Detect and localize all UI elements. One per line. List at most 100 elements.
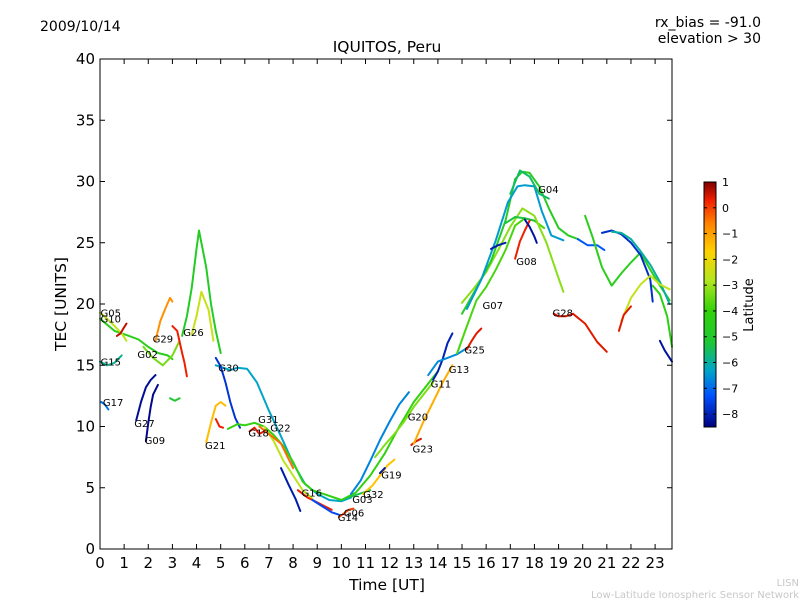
series-line-g28i: [651, 284, 673, 348]
series-line-g09: [144, 383, 159, 443]
x-tick-label: 10: [332, 554, 351, 572]
series-label-g06: G06: [344, 508, 364, 519]
series-line-g17: [100, 401, 110, 411]
series-line-g08c: [523, 218, 538, 244]
x-tick-label: 12: [380, 554, 399, 572]
axis-ticks: 0 1 2 3 4 5 6 7 8 9 10 11 12 13 14 15 16 17 18 19 20 21 22 2305…: [76, 50, 672, 572]
chart-title: IQUITOS, Peru: [333, 38, 442, 56]
series-label-g10: G10: [101, 315, 121, 326]
series-line-g08b: [490, 241, 507, 250]
network-short-label: LISN: [777, 578, 799, 589]
x-tick-label: 6: [240, 554, 250, 572]
series-line-g06: [311, 499, 340, 516]
series-label-layer: G05G10G15G17G02G29G26G27G09G30G21G31G22G…: [101, 185, 573, 524]
series-line-g13: [427, 347, 468, 377]
colorbar: [703, 181, 717, 428]
x-tick-label: 2: [143, 554, 153, 572]
series-line-g10: [99, 317, 174, 361]
colorbar-tick-label: −2: [722, 253, 738, 266]
x-tick-label: 7: [264, 554, 274, 572]
rx-bias-label: rx_bias = -91.0: [655, 15, 761, 31]
series-line-g32: [362, 458, 396, 495]
series-layer: [99, 169, 673, 519]
y-tick-label: 30: [76, 173, 95, 191]
series-line-g28j: [658, 339, 673, 363]
series-label-g05: G05: [101, 309, 121, 320]
y-tick-label: 0: [85, 540, 95, 558]
x-tick-label: 14: [428, 554, 447, 572]
colorbar-tick-label: −8: [722, 408, 738, 421]
series-label-g31: G31: [258, 415, 278, 426]
colorbar-tick-label: −3: [722, 279, 738, 292]
series-label-g13: G13: [449, 365, 469, 376]
series-label-g30: G30: [218, 364, 238, 375]
colorbar-tick-label: −5: [722, 331, 738, 344]
series-line-g22: [263, 425, 314, 500]
series-line-g04d: [509, 169, 550, 200]
series-line-g22b: [258, 425, 295, 470]
date-label: 2009/10/14: [40, 19, 121, 35]
colorbar-tick-label: 1: [722, 176, 729, 189]
y-tick-label: 5: [85, 479, 95, 497]
series-line-g27: [135, 374, 157, 422]
series-line-g08: [514, 219, 531, 260]
series-line-g25: [465, 327, 483, 351]
series-label-g21: G21: [205, 441, 225, 452]
series-label-g29: G29: [153, 334, 173, 345]
series-line-g28h: [617, 305, 632, 332]
series-label-g16: G16: [302, 489, 322, 500]
x-axis-label: Time [UT]: [348, 576, 425, 594]
x-tick-label: 1: [119, 554, 129, 572]
series-label-g32: G32: [363, 490, 383, 501]
x-tick-label: 23: [646, 554, 665, 572]
y-tick-label: 15: [76, 356, 95, 374]
series-label-g15: G15: [101, 358, 121, 369]
series-line-g19: [350, 391, 410, 495]
y-tick-label: 10: [76, 418, 95, 436]
series-line-g18: [248, 426, 266, 435]
colorbar-tick-label: 0: [722, 202, 729, 215]
series-line-g16b: [280, 467, 302, 512]
y-tick-label: 20: [76, 295, 95, 313]
series-label-g11: G11: [431, 380, 451, 391]
series-line-g28e: [601, 229, 654, 303]
series-line-g28: [552, 312, 574, 318]
network-full-label: Low-Latitude Ionospheric Sensor Network: [591, 590, 799, 600]
series-line-g28f: [610, 230, 671, 305]
colorbar-ticks: 1 0 −1 −2 −3 −4 −5 −6 −7 −8: [704, 176, 738, 421]
colorbar-tick-label: −1: [722, 228, 738, 241]
series-line-g04c: [504, 216, 536, 225]
series-line-g04b: [465, 184, 565, 310]
series-line-g04: [461, 170, 579, 315]
series-line-g21: [205, 401, 227, 444]
series-label-g22: G22: [270, 424, 290, 435]
series-line-g07: [456, 217, 546, 354]
y-tick-label: 35: [76, 111, 95, 129]
y-axis-label: TEC [UNITS]: [52, 257, 70, 352]
x-tick-label: 16: [477, 554, 496, 572]
series-line-g29: [154, 296, 174, 342]
x-tick-label: 13: [404, 554, 423, 572]
series-line-g21b: [214, 418, 225, 429]
y-tick-label: 25: [76, 234, 95, 252]
y-tick-label: 40: [76, 50, 95, 68]
series-label-g17: G17: [103, 398, 123, 409]
colorbar-tick-label: −6: [722, 357, 738, 370]
series-line-g28b: [572, 312, 608, 353]
series-line-g26: [181, 229, 222, 354]
x-tick-label: 19: [549, 554, 568, 572]
series-line-g05b: [115, 322, 128, 337]
x-tick-label: 20: [573, 554, 592, 572]
series-line-g05: [99, 311, 128, 342]
series-label-g28: G28: [553, 309, 573, 320]
x-tick-label: 21: [597, 554, 616, 572]
series-line-g15: [99, 354, 123, 367]
x-tick-label: 3: [168, 554, 178, 572]
series-label-g07: G07: [483, 301, 503, 312]
series-line-g02: [142, 339, 181, 367]
x-tick-label: 9: [312, 554, 322, 572]
series-label-g18: G18: [248, 429, 268, 440]
series-label-g19: G19: [381, 470, 401, 481]
series-label-g25: G25: [464, 345, 484, 356]
